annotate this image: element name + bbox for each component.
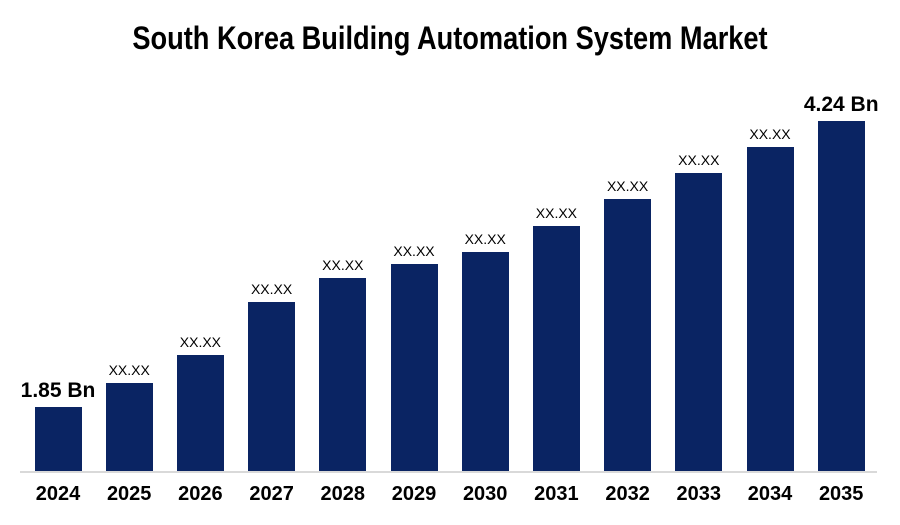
x-tick-2024: 2024 [35,483,81,505]
bar-2031 [532,226,580,471]
value-label-2035: 4.24 Bn [803,93,879,116]
bar-2032 [604,199,652,471]
plot-area: 1.85 Bn XX.XX XX.XX XX.XX XX.XX XX.XX XX.XX XX.… [20,93,879,473]
value-label-2027: XX.XX [250,281,293,297]
x-axis-baseline [20,471,877,473]
bar-2035 [817,121,865,471]
x-tick-2030: 2030 [462,483,508,505]
bar-2030 [461,252,509,471]
bar-2027 [248,302,296,471]
x-tick-2027: 2027 [249,483,294,505]
x-tick-2026: 2026 [178,483,223,505]
bar-2028 [319,278,367,471]
x-tick-2029: 2029 [391,483,437,505]
value-label-2033: XX.XX [678,152,720,168]
value-label-2029: XX.XX [393,243,435,259]
x-axis-labels: 2024 2025 2026 2027 2028 2029 2030 2031 2032 2033… [0,484,900,508]
bar-2024 [34,407,82,471]
x-tick-2035: 2035 [818,483,864,505]
x-tick-2028: 2028 [320,483,366,505]
value-label-2034: XX.XX [749,126,791,142]
value-label-2028: XX.XX [322,257,364,273]
bar-2033 [675,173,723,471]
value-label-2031: XX.XX [535,205,578,221]
value-label-2030: XX.XX [464,231,506,247]
x-tick-2025: 2025 [106,483,152,505]
value-label-2024: 1.85 Bn [20,379,96,402]
bar-2034 [746,147,794,471]
x-tick-2033: 2033 [676,483,722,505]
value-label-2032: XX.XX [606,178,649,194]
bar-2026 [176,355,224,471]
x-tick-2031: 2031 [534,483,579,505]
x-tick-2032: 2032 [605,483,650,505]
value-label-2026: XX.XX [179,334,222,350]
bar-2029 [390,264,438,471]
x-tick-2034: 2034 [747,483,793,505]
chart-title: South Korea Building Automation System M… [132,20,768,56]
value-label-2025: XX.XX [108,362,150,378]
bar-2025 [105,383,153,471]
